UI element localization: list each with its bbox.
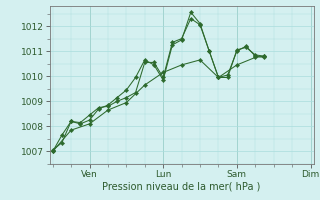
- X-axis label: Pression niveau de la mer( hPa ): Pression niveau de la mer( hPa ): [102, 181, 261, 191]
